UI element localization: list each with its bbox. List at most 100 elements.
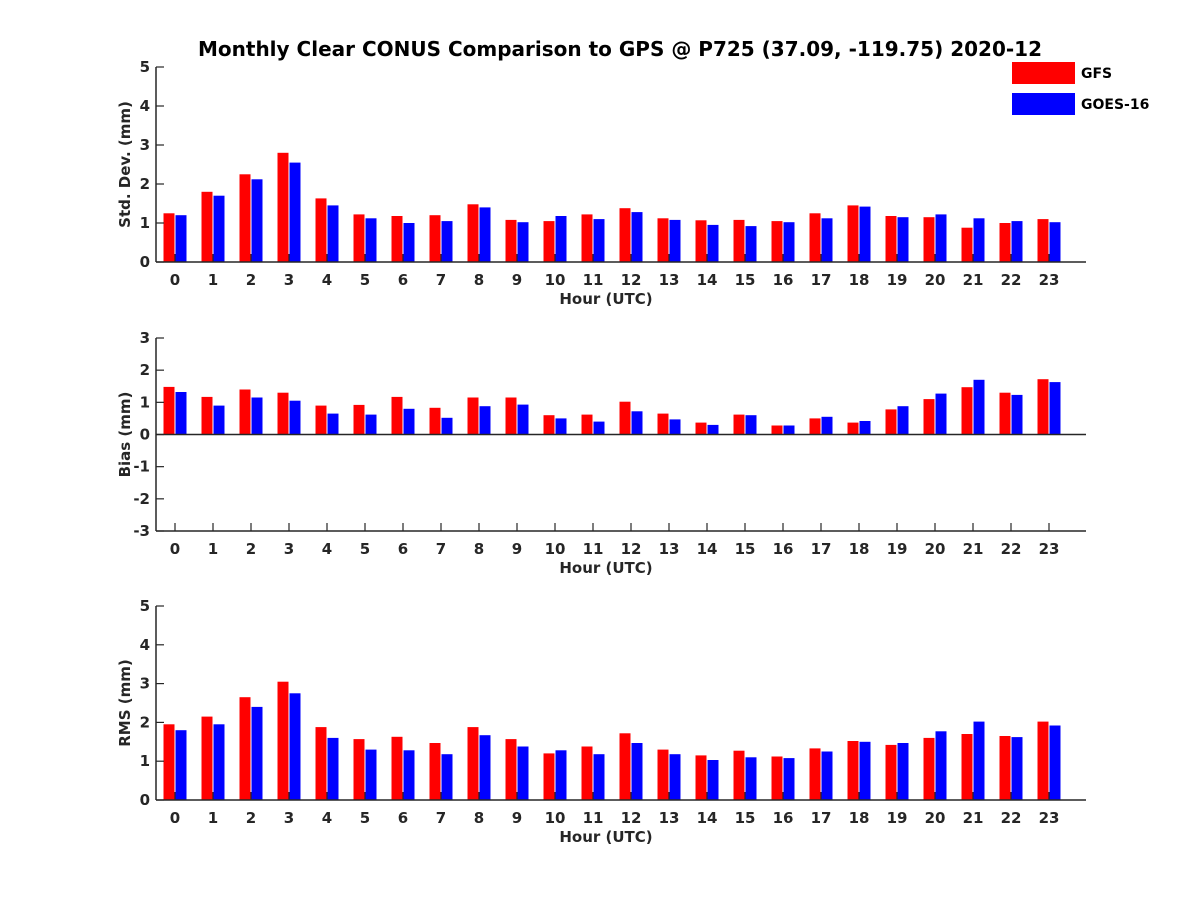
x-tick-label: 4 <box>322 809 332 827</box>
bar-goes-16-23 <box>1049 222 1061 262</box>
x-tick-label: 15 <box>735 809 756 827</box>
x-tick-label: 11 <box>583 809 604 827</box>
bar-gfs-14 <box>695 422 707 435</box>
bar-gfs-3 <box>277 152 289 262</box>
bar-gfs-14 <box>695 755 707 800</box>
bar-goes-16-17 <box>821 218 833 262</box>
bar-gfs-14 <box>695 220 707 262</box>
x-tick-label: 23 <box>1039 540 1060 558</box>
x-tick-label: 7 <box>436 271 446 289</box>
bar-gfs-9 <box>505 219 517 262</box>
x-tick-label: 5 <box>360 540 370 558</box>
bar-gfs-20 <box>923 737 935 800</box>
bar-gfs-18 <box>847 422 859 435</box>
x-tick-label: 19 <box>887 271 908 289</box>
bar-gfs-16 <box>771 221 783 262</box>
bar-goes-16-8 <box>479 735 491 800</box>
bar-gfs-12 <box>619 401 631 435</box>
bar-goes-16-9 <box>517 404 529 435</box>
bar-gfs-6 <box>391 396 403 435</box>
x-tick-label: 3 <box>284 540 294 558</box>
bar-goes-16-6 <box>403 408 415 435</box>
bar-goes-16-1 <box>213 724 225 800</box>
x-axis-label: Hour (UTC) <box>559 559 652 577</box>
bar-gfs-19 <box>885 216 897 262</box>
x-tick-label: 6 <box>398 271 408 289</box>
y-tick-label: 2 <box>140 713 150 731</box>
bar-goes-16-15 <box>745 757 757 800</box>
y-tick-label: 2 <box>140 175 150 193</box>
y-tick-label: 4 <box>140 97 150 115</box>
x-tick-label: 11 <box>583 271 604 289</box>
bar-goes-16-20 <box>935 393 947 435</box>
y-tick-label: -2 <box>133 490 150 508</box>
x-tick-label: 16 <box>773 271 794 289</box>
x-tick-label: 18 <box>849 540 870 558</box>
bar-goes-16-17 <box>821 416 833 435</box>
bar-goes-16-22 <box>1011 221 1023 262</box>
bar-goes-16-1 <box>213 405 225 435</box>
x-tick-label: 12 <box>621 809 642 827</box>
x-tick-label: 8 <box>474 809 484 827</box>
x-tick-label: 12 <box>621 540 642 558</box>
x-tick-label: 0 <box>170 540 180 558</box>
bar-gfs-13 <box>657 218 669 262</box>
y-tick-label: 3 <box>140 329 150 347</box>
bar-goes-16-3 <box>289 162 301 262</box>
bar-gfs-11 <box>581 746 593 800</box>
legend-swatch-gfs <box>1012 62 1075 84</box>
bar-gfs-10 <box>543 753 555 800</box>
bar-goes-16-7 <box>441 417 453 435</box>
x-tick-label: 11 <box>583 540 604 558</box>
bar-gfs-3 <box>277 681 289 800</box>
bar-gfs-7 <box>429 743 441 800</box>
bar-goes-16-20 <box>935 731 947 800</box>
x-tick-label: 19 <box>887 809 908 827</box>
x-tick-label: 7 <box>436 540 446 558</box>
bar-goes-16-1 <box>213 195 225 262</box>
bar-gfs-17 <box>809 213 821 263</box>
bar-gfs-17 <box>809 748 821 800</box>
bar-gfs-22 <box>999 392 1011 435</box>
bar-gfs-1 <box>201 716 213 800</box>
bar-gfs-9 <box>505 397 517 435</box>
y-tick-label: 1 <box>140 214 150 232</box>
bar-gfs-15 <box>733 219 745 262</box>
y-tick-label: 5 <box>140 597 150 615</box>
x-tick-label: 20 <box>925 271 946 289</box>
bar-goes-16-11 <box>593 219 605 262</box>
x-tick-label: 0 <box>170 271 180 289</box>
x-tick-label: 13 <box>659 540 680 558</box>
bar-goes-16-15 <box>745 415 757 435</box>
bar-goes-16-13 <box>669 419 681 435</box>
bar-gfs-20 <box>923 399 935 435</box>
x-tick-label: 20 <box>925 540 946 558</box>
bar-gfs-23 <box>1037 721 1049 800</box>
x-tick-label: 9 <box>512 809 522 827</box>
bar-gfs-4 <box>315 405 327 435</box>
x-tick-label: 1 <box>208 271 218 289</box>
bar-goes-16-2 <box>251 179 263 262</box>
bar-goes-16-0 <box>175 730 187 800</box>
bar-goes-16-9 <box>517 746 529 800</box>
legend-label-goes-16: GOES-16 <box>1081 97 1149 113</box>
bar-goes-16-16 <box>783 758 795 800</box>
bar-goes-16-22 <box>1011 737 1023 800</box>
bar-goes-16-6 <box>403 223 415 262</box>
bar-goes-16-3 <box>289 693 301 800</box>
y-tick-label: -1 <box>133 458 150 476</box>
bar-gfs-11 <box>581 214 593 262</box>
bar-goes-16-21 <box>973 379 985 435</box>
x-tick-label: 6 <box>398 809 408 827</box>
bar-goes-16-2 <box>251 706 263 800</box>
bar-gfs-8 <box>467 397 479 435</box>
bar-gfs-1 <box>201 396 213 435</box>
x-tick-label: 10 <box>545 271 566 289</box>
bar-goes-16-13 <box>669 754 681 800</box>
x-tick-label: 4 <box>322 271 332 289</box>
bar-gfs-5 <box>353 739 365 800</box>
bar-goes-16-3 <box>289 400 301 435</box>
x-tick-label: 21 <box>963 540 984 558</box>
